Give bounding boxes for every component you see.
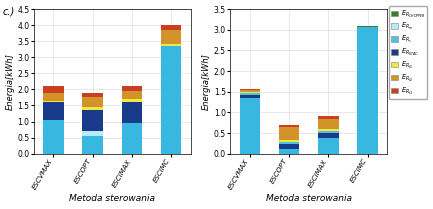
Bar bbox=[161, 25, 181, 30]
Bar bbox=[279, 127, 299, 140]
Bar bbox=[318, 131, 339, 133]
Bar bbox=[279, 140, 299, 142]
X-axis label: Metoda sterowania: Metoda sterowania bbox=[69, 194, 155, 203]
Bar bbox=[43, 93, 64, 101]
Bar bbox=[279, 144, 299, 149]
Bar bbox=[43, 86, 64, 93]
Bar bbox=[82, 107, 103, 110]
Bar bbox=[122, 91, 142, 99]
Bar bbox=[318, 116, 339, 119]
Bar bbox=[279, 125, 299, 127]
Bar bbox=[239, 89, 260, 90]
Bar bbox=[239, 98, 260, 154]
Bar bbox=[161, 30, 181, 44]
Bar bbox=[318, 138, 339, 154]
Bar bbox=[239, 95, 260, 98]
X-axis label: Metoda sterowania: Metoda sterowania bbox=[266, 194, 352, 203]
Bar bbox=[318, 129, 339, 131]
Bar bbox=[43, 101, 64, 102]
Bar bbox=[122, 86, 142, 91]
Bar bbox=[43, 102, 64, 120]
Bar bbox=[239, 92, 260, 93]
Bar bbox=[279, 142, 299, 144]
Bar bbox=[239, 93, 260, 95]
Bar bbox=[82, 136, 103, 154]
Bar bbox=[161, 44, 181, 46]
Legend: $E_{R_{CHOPPER}}$, $E_{R_{in}}$, $E_{R_c}$, $E_{R_{STAC}}$, $E_{R_{t1}}$, $E_{R_: $E_{R_{CHOPPER}}$, $E_{R_{in}}$, $E_{R_c… bbox=[389, 6, 427, 99]
Y-axis label: Energia[kWh]: Energia[kWh] bbox=[6, 53, 15, 110]
Bar bbox=[122, 102, 142, 123]
Bar bbox=[318, 133, 339, 138]
Bar bbox=[239, 90, 260, 92]
Y-axis label: Energia[kWh]: Energia[kWh] bbox=[202, 53, 211, 110]
Bar bbox=[82, 131, 103, 136]
Bar bbox=[279, 149, 299, 154]
Bar bbox=[82, 93, 103, 97]
Bar bbox=[161, 46, 181, 154]
Bar bbox=[122, 123, 142, 154]
Bar bbox=[358, 26, 378, 27]
Bar bbox=[358, 27, 378, 154]
Bar bbox=[82, 110, 103, 131]
Bar bbox=[318, 119, 339, 129]
Bar bbox=[122, 99, 142, 102]
Bar bbox=[43, 120, 64, 154]
Bar bbox=[82, 97, 103, 107]
Text: c.): c.) bbox=[2, 6, 14, 16]
